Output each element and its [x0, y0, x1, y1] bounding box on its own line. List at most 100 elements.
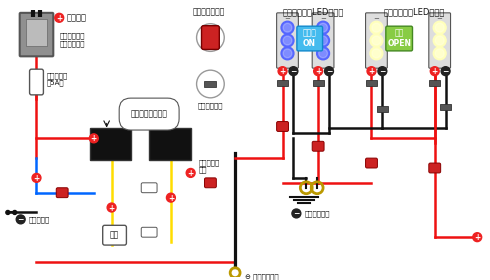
- Bar: [440, 104, 451, 110]
- Circle shape: [317, 34, 329, 47]
- Circle shape: [367, 67, 376, 76]
- Text: 圧着接続端子: 圧着接続端子: [197, 103, 223, 109]
- Text: −: −: [373, 16, 379, 22]
- Text: −: −: [320, 16, 326, 22]
- Text: −: −: [285, 16, 291, 22]
- FancyBboxPatch shape: [141, 183, 157, 193]
- Circle shape: [372, 49, 381, 58]
- Bar: [149, 129, 191, 160]
- Circle shape: [32, 173, 41, 182]
- Circle shape: [433, 47, 446, 60]
- Text: 常時電源: 常時電源: [66, 13, 86, 22]
- Text: +: +: [188, 169, 194, 178]
- Text: 配線コネクター: 配線コネクター: [193, 7, 225, 16]
- Circle shape: [13, 211, 17, 214]
- Text: ３連フラットLED（青）: ３連フラットLED（青）: [283, 7, 344, 16]
- Circle shape: [317, 21, 329, 34]
- Circle shape: [167, 193, 175, 202]
- Circle shape: [89, 134, 98, 143]
- Circle shape: [473, 233, 482, 242]
- Circle shape: [372, 36, 381, 45]
- Text: −: −: [326, 67, 332, 76]
- Circle shape: [55, 13, 64, 22]
- Text: +: +: [279, 67, 286, 76]
- Text: 純正イルミ
配線: 純正イルミ 配線: [198, 159, 220, 173]
- Circle shape: [378, 67, 387, 76]
- Circle shape: [441, 67, 450, 76]
- Text: イルミ
ON: イルミ ON: [302, 29, 316, 48]
- Circle shape: [430, 67, 439, 76]
- Text: ボディアース: ボディアース: [304, 210, 330, 217]
- FancyBboxPatch shape: [103, 225, 126, 245]
- Text: +: +: [108, 204, 115, 213]
- FancyBboxPatch shape: [429, 13, 450, 68]
- Text: 管ヒューズ
（5A）: 管ヒューズ （5A）: [47, 72, 68, 86]
- FancyBboxPatch shape: [56, 188, 68, 198]
- FancyBboxPatch shape: [277, 122, 289, 131]
- Circle shape: [435, 23, 444, 32]
- Circle shape: [6, 211, 10, 214]
- Text: −: −: [379, 67, 386, 76]
- Text: +: +: [368, 67, 375, 76]
- Bar: [313, 80, 323, 86]
- Text: 絶縁: 絶縁: [110, 231, 119, 240]
- FancyBboxPatch shape: [366, 13, 387, 68]
- Text: ドア信号線: ドア信号線: [28, 216, 50, 223]
- Circle shape: [281, 21, 294, 34]
- Text: ３連フラットLED（白）: ３連フラットLED（白）: [383, 7, 445, 16]
- Text: ⊖ ボディアース: ⊖ ボディアース: [245, 273, 279, 280]
- Bar: [366, 80, 377, 86]
- FancyBboxPatch shape: [366, 158, 377, 168]
- Circle shape: [318, 49, 327, 58]
- FancyBboxPatch shape: [20, 13, 53, 56]
- Text: フリータイプ
ヒューズ電源: フリータイプ ヒューズ電源: [59, 32, 85, 47]
- FancyBboxPatch shape: [201, 26, 220, 49]
- Circle shape: [278, 67, 287, 76]
- Circle shape: [435, 36, 444, 45]
- Circle shape: [435, 49, 444, 58]
- Circle shape: [186, 169, 195, 178]
- Text: −: −: [18, 215, 24, 224]
- Text: +: +: [474, 233, 480, 242]
- Text: +: +: [56, 14, 62, 23]
- Circle shape: [283, 36, 292, 45]
- Bar: [25, 19, 48, 46]
- Text: +: +: [168, 194, 174, 203]
- Bar: [377, 106, 388, 112]
- Text: +: +: [91, 134, 97, 143]
- FancyBboxPatch shape: [312, 141, 324, 151]
- Circle shape: [16, 215, 25, 224]
- Bar: [277, 80, 288, 86]
- Text: +: +: [33, 174, 40, 183]
- Circle shape: [196, 24, 224, 52]
- Circle shape: [283, 49, 292, 58]
- Bar: [90, 129, 131, 160]
- FancyBboxPatch shape: [297, 26, 322, 51]
- Circle shape: [433, 34, 446, 47]
- Circle shape: [372, 23, 381, 32]
- Circle shape: [370, 34, 383, 47]
- Circle shape: [292, 209, 301, 218]
- Circle shape: [107, 203, 116, 212]
- Circle shape: [318, 36, 327, 45]
- Bar: [429, 80, 440, 86]
- Bar: [204, 81, 217, 87]
- Text: +: +: [315, 67, 321, 76]
- Circle shape: [317, 47, 329, 60]
- Circle shape: [196, 70, 224, 98]
- Circle shape: [283, 23, 292, 32]
- Circle shape: [281, 34, 294, 47]
- FancyBboxPatch shape: [429, 163, 441, 173]
- Text: −: −: [437, 16, 442, 22]
- FancyBboxPatch shape: [141, 227, 157, 237]
- Text: +: +: [432, 67, 438, 76]
- Text: ドア
OPEN: ドア OPEN: [387, 29, 411, 48]
- FancyBboxPatch shape: [277, 13, 298, 68]
- FancyBboxPatch shape: [204, 178, 217, 188]
- Circle shape: [281, 47, 294, 60]
- Circle shape: [289, 67, 298, 76]
- FancyBboxPatch shape: [29, 69, 44, 95]
- Circle shape: [324, 67, 333, 76]
- Text: コンパクトリレー: コンパクトリレー: [131, 109, 168, 119]
- FancyBboxPatch shape: [312, 13, 334, 68]
